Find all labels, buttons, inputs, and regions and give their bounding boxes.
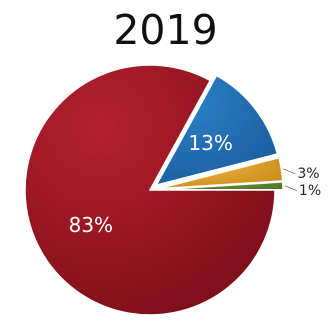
slice-label-3: 3% (297, 166, 319, 182)
pie-slice-1 (157, 181, 284, 191)
slice-label-83: 83% (69, 213, 113, 237)
leader-line-1 (284, 185, 298, 192)
pie-slice-13 (154, 74, 279, 187)
leader-line-3 (283, 168, 296, 175)
pie-slice-83 (24, 64, 276, 316)
slice-label-1: 1% (299, 183, 321, 199)
pie-slice-3 (157, 156, 284, 190)
label-layer: 83% 13% 3%1% (69, 131, 322, 237)
slice-layer (24, 64, 284, 316)
chart-title: 2019 (113, 6, 218, 54)
slice-label-13: 13% (188, 131, 232, 155)
